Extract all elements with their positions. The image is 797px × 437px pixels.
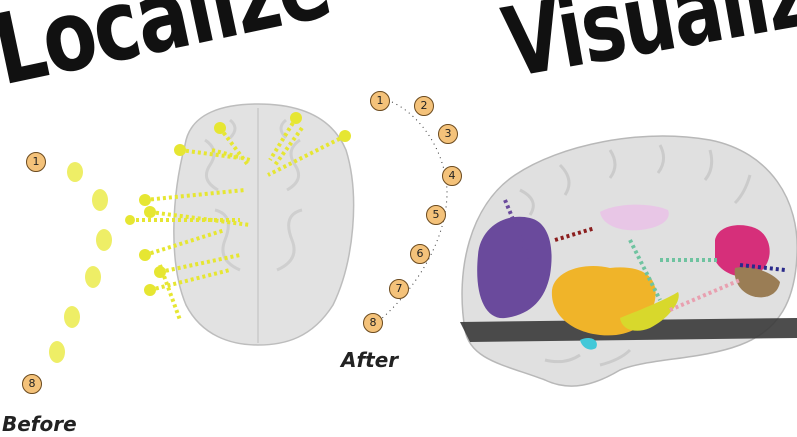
after-label-4: 4 bbox=[442, 166, 462, 186]
after-caption: After bbox=[341, 348, 399, 372]
electrode-contacts bbox=[125, 112, 351, 296]
after-label-1: 1 bbox=[370, 91, 390, 111]
after-label-7: 7 bbox=[389, 279, 409, 299]
after-label-6: 6 bbox=[410, 244, 430, 264]
before-caption: Before bbox=[2, 412, 77, 436]
before-label-first: 1 bbox=[26, 152, 46, 172]
after-label-2: 2 bbox=[414, 96, 434, 116]
sagittal-brain bbox=[460, 135, 797, 387]
before-contacts bbox=[49, 162, 112, 363]
electrode-leads bbox=[130, 116, 346, 321]
after-label-3: 3 bbox=[438, 124, 458, 144]
before-label-last: 8 bbox=[22, 374, 42, 394]
axial-brain bbox=[173, 103, 355, 346]
after-label-8: 8 bbox=[363, 313, 383, 333]
after-label-5: 5 bbox=[426, 205, 446, 225]
